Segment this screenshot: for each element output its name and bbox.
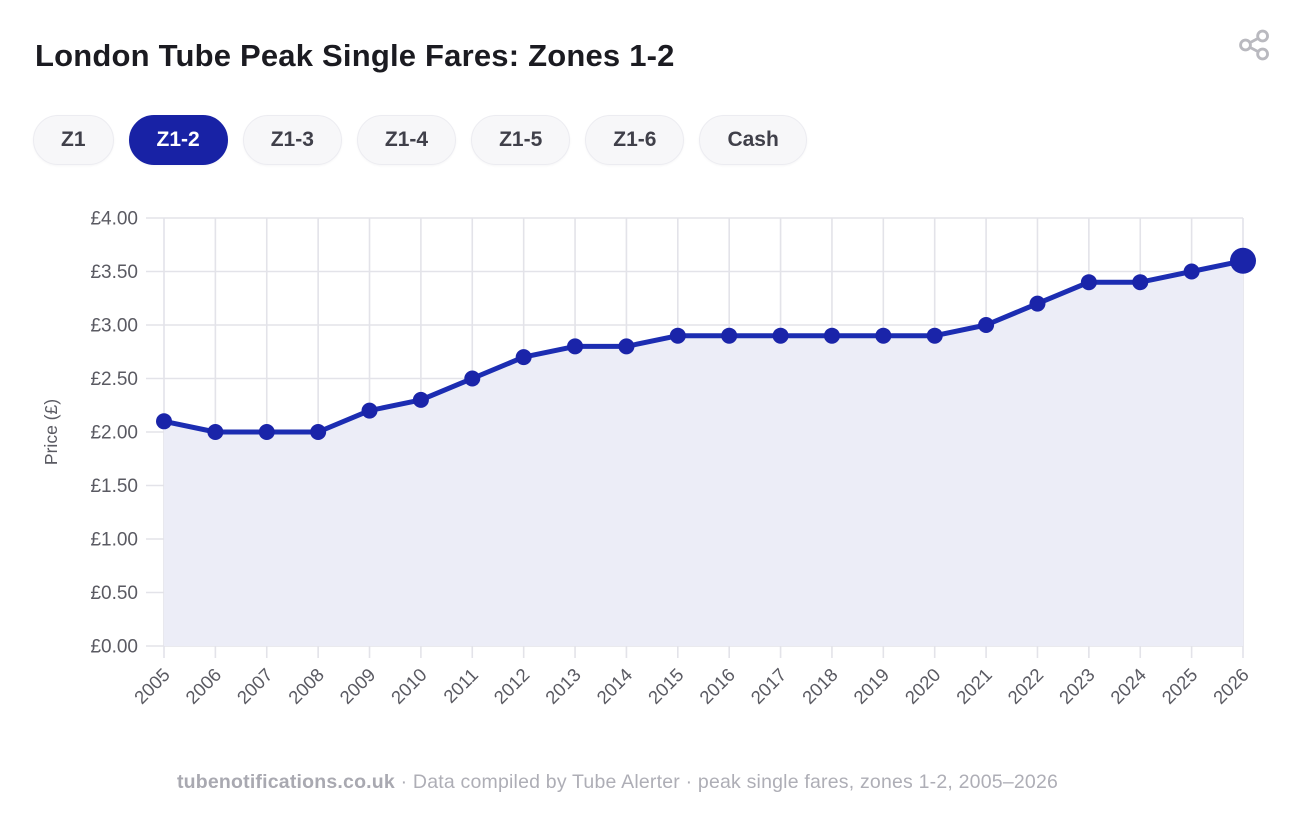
data-point-2010[interactable] xyxy=(412,391,429,408)
data-point-2019[interactable] xyxy=(875,327,892,344)
x-tick-label: 2025 xyxy=(1157,664,1201,708)
data-points xyxy=(156,247,1256,440)
data-point-2008[interactable] xyxy=(310,424,327,440)
page-title: London Tube Peak Single Fares: Zones 1-2 xyxy=(35,38,675,73)
data-point-2026[interactable] xyxy=(1230,247,1256,274)
footer-separator: · xyxy=(685,771,693,793)
y-tick-label: £2.50 xyxy=(90,369,138,390)
x-tick-label: 2013 xyxy=(541,664,585,708)
chart-footer: tubenotifications.co.uk · Data compiled … xyxy=(0,771,1235,794)
fare-line xyxy=(161,258,1246,435)
y-axis-title: Price (£) xyxy=(41,399,61,465)
data-point-2006[interactable] xyxy=(207,424,224,440)
tab-z1-3[interactable]: Z1-3 xyxy=(242,115,342,165)
tab-z1[interactable]: Z1 xyxy=(33,115,114,165)
footer-site: tubenotifications.co.uk xyxy=(176,771,395,793)
share-nodes-icon xyxy=(1239,29,1269,61)
footer-separator: · xyxy=(400,771,408,793)
x-tick-label: 2008 xyxy=(284,664,328,708)
data-point-2023[interactable] xyxy=(1080,274,1097,291)
y-tick-label: £0.50 xyxy=(90,583,138,604)
x-tick-label: 2017 xyxy=(746,664,790,708)
area-fill xyxy=(164,260,1243,646)
x-tick-label: 2009 xyxy=(335,664,379,708)
data-point-2016[interactable] xyxy=(721,327,738,344)
zone-tabs: Z1 Z1-2 Z1-3 Z1-4 Z1-5 Z1-6 Cash xyxy=(33,115,807,165)
x-tick-label: 2021 xyxy=(952,664,996,708)
y-tick-label: £1.50 xyxy=(90,476,138,497)
x-axis-labels: 2005 2006 2007 2008 2009 2010 2011 2012 2013 2014… xyxy=(130,664,1253,708)
y-tick-label: £2.00 xyxy=(90,423,138,444)
data-point-2007[interactable] xyxy=(258,424,275,440)
y-tick-label: £4.00 xyxy=(90,209,138,230)
tab-z1-4[interactable]: Z1-4 xyxy=(356,115,457,165)
x-tick-label: 2014 xyxy=(592,664,636,708)
data-point-2025[interactable] xyxy=(1183,263,1200,280)
data-point-2014[interactable] xyxy=(618,338,635,355)
tab-z1-2[interactable]: Z1-2 xyxy=(128,115,228,165)
x-tick-label: 2019 xyxy=(849,664,893,708)
x-tick-label: 2018 xyxy=(798,664,842,708)
footer-attribution: Data compiled by Tube Alerter xyxy=(412,771,680,793)
data-point-2005[interactable] xyxy=(156,413,172,430)
x-tick-label: 2012 xyxy=(490,664,534,708)
x-tick-label: 2005 xyxy=(130,664,174,708)
x-tick-label: 2010 xyxy=(387,664,431,708)
x-tick-label: 2026 xyxy=(1209,664,1253,708)
data-point-2022[interactable] xyxy=(1029,295,1046,312)
tab-z1-5[interactable]: Z1-5 xyxy=(471,115,571,165)
x-tick-label: 2016 xyxy=(695,664,739,708)
x-tick-label: 2020 xyxy=(901,664,945,708)
share-button[interactable] xyxy=(1234,24,1276,66)
data-point-2018[interactable] xyxy=(823,327,840,344)
data-point-2024[interactable] xyxy=(1132,274,1149,291)
tab-cash[interactable]: Cash xyxy=(699,115,807,165)
y-tick-label: £3.50 xyxy=(90,262,138,283)
y-tick-label: £1.00 xyxy=(90,530,138,551)
x-tick-label: 2024 xyxy=(1106,664,1150,708)
data-point-2013[interactable] xyxy=(567,338,584,355)
tab-z1-6[interactable]: Z1-6 xyxy=(585,115,685,165)
x-tick-label: 2006 xyxy=(181,664,225,708)
data-point-2012[interactable] xyxy=(515,349,532,366)
data-point-2011[interactable] xyxy=(464,370,481,387)
data-point-2017[interactable] xyxy=(772,327,789,344)
footer-caption: peak single fares, zones 1-2, 2005–2026 xyxy=(697,771,1059,793)
x-tick-label: 2015 xyxy=(644,664,688,708)
x-tick-label: 2007 xyxy=(233,664,277,708)
x-tick-label: 2023 xyxy=(1055,664,1099,708)
x-tick-label: 2011 xyxy=(439,664,482,707)
data-point-2021[interactable] xyxy=(978,317,995,333)
x-tick-label: 2022 xyxy=(1003,664,1047,708)
data-point-2015[interactable] xyxy=(669,327,686,344)
y-tick-label: £0.00 xyxy=(90,637,138,658)
y-tick-label: £3.00 xyxy=(90,316,138,337)
data-point-2020[interactable] xyxy=(926,327,943,344)
y-axis-labels: £4.00 £3.50 £3.00 £2.50 £2.00 £1.50 £1.00 £0.50… xyxy=(90,209,138,658)
data-point-2009[interactable] xyxy=(361,402,378,419)
